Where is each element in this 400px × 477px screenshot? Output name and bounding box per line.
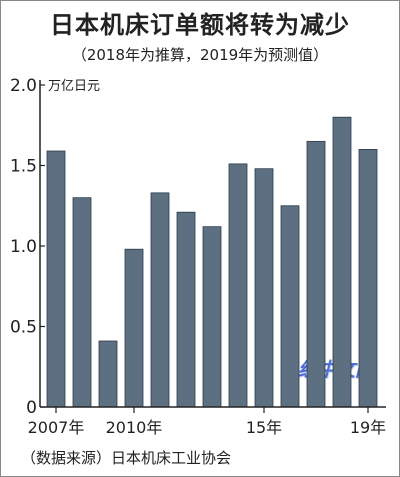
y-tick-label: 2.0 [10,76,37,96]
bar-2011 [150,192,170,408]
y-unit-label: 万亿日元 [48,79,100,94]
bar-2019 [358,148,378,408]
y-tick-label: 1.0 [10,237,37,257]
x-tick-label: 2010年 [106,418,163,437]
x-tick-label: 19年 [350,418,386,437]
x-tick-label: 15年 [246,418,282,437]
bar-2010 [124,248,144,408]
bar-2007 [46,150,66,408]
bar-2017 [306,140,326,408]
bar-2013 [202,226,222,408]
x-tick-label: 2007年 [28,418,85,437]
bar-2016 [280,205,300,408]
chart-title: 日本机床订单额将转为减少 [50,11,350,39]
bar-2014 [228,163,248,408]
bar-2015 [254,168,274,408]
chart-subtitle: （2018年为推算，2019年为预测值） [71,46,329,64]
chart-source: （数据来源）日本机床工业协会 [21,449,232,467]
bar-2012 [176,211,196,408]
y-tick-label: 0 [26,398,37,418]
y-tick-label: 1.5 [10,157,37,177]
bar-2008 [72,197,92,408]
bar-2009 [98,340,118,408]
y-tick-label: 0.5 [10,318,37,338]
bar-2018 [332,116,352,408]
